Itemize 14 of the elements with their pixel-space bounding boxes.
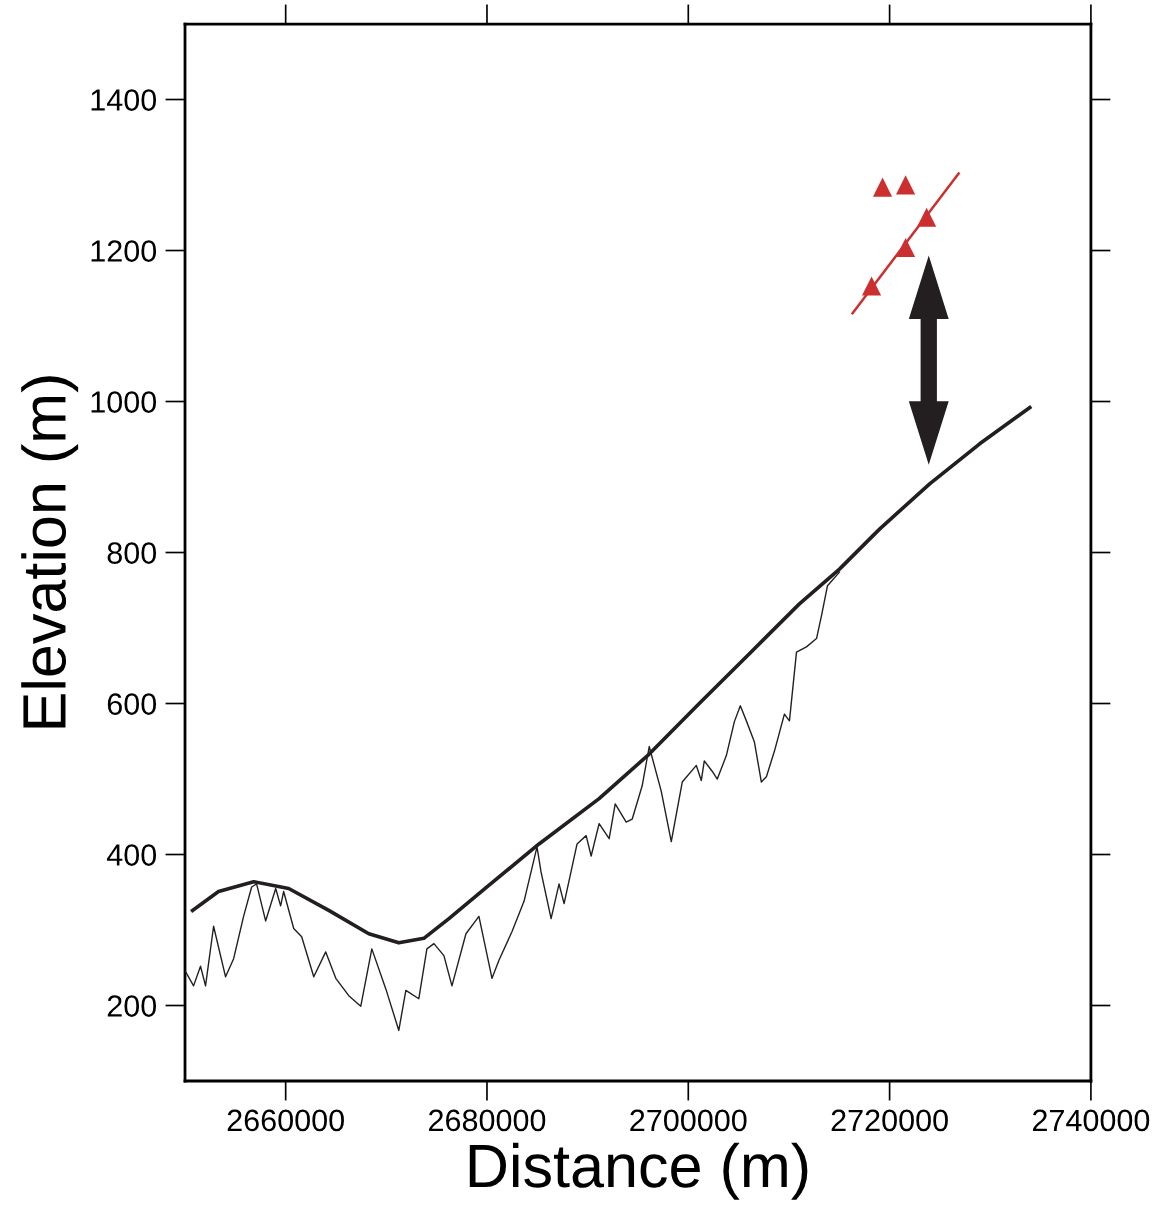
y-tick-label: 600: [107, 693, 157, 715]
y-tick-label: 200: [107, 995, 157, 1017]
x-tick-label: 2680000: [429, 1109, 546, 1132]
x-tick-label: 2700000: [630, 1109, 747, 1132]
y-tick-label: 400: [106, 844, 157, 866]
x-tick-label: 2660000: [227, 1109, 344, 1132]
y-axis-title: Elevation (m): [21, 376, 79, 728]
y-tick-label: 1400: [91, 89, 157, 111]
y-tick-label: 1000: [91, 391, 157, 413]
x-axis-title: Distance (m): [469, 1142, 808, 1200]
y-tick-label: 1200: [91, 240, 157, 262]
x-tick-label: 2720000: [831, 1109, 948, 1132]
y-tick-label: 800: [107, 542, 157, 564]
x-tick-label: 2740000: [1032, 1109, 1150, 1132]
